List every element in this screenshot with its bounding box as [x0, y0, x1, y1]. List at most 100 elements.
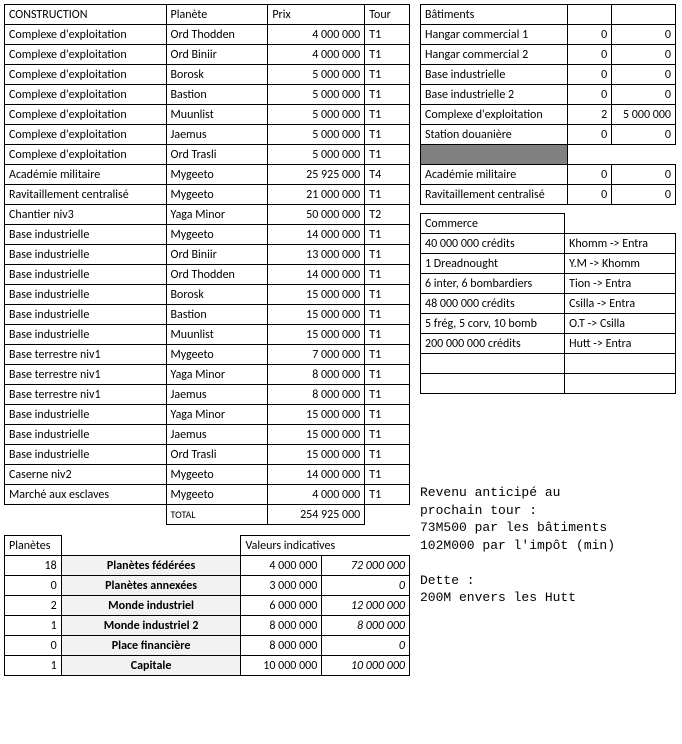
planet-count: 1: [5, 616, 62, 636]
building-v1: 0: [568, 85, 612, 105]
construction-turn: T1: [365, 185, 410, 205]
building-v2: 5 000 000: [612, 105, 676, 125]
commerce-desc: 48 000 000 crédits: [421, 294, 565, 314]
notes-block: Revenu anticipé au prochain tour : 73M50…: [420, 484, 676, 607]
commerce-header-row: Commerce: [421, 214, 676, 234]
construction-name: Académie militaire: [5, 165, 167, 185]
building-row: Hangar commercial 200: [421, 45, 676, 65]
construction-name: Base industrielle: [5, 265, 167, 285]
construction-planet: Yaga Minor: [166, 205, 268, 225]
construction-row: Chantier niv3Yaga Minor50 000 000T2: [5, 205, 410, 225]
construction-price: 5 000 000: [268, 65, 365, 85]
construction-planet: Mygeeto: [166, 465, 268, 485]
buildings-header-row: Bâtiments: [421, 5, 676, 25]
building-v1: 2: [568, 105, 612, 125]
construction-name: Base industrielle: [5, 225, 167, 245]
construction-turn: T1: [365, 245, 410, 265]
construction-name: Base industrielle: [5, 305, 167, 325]
construction-price: 21 000 000: [268, 185, 365, 205]
construction-turn: T1: [365, 45, 410, 65]
construction-row: Complexe d'exploitationJaemus5 000 000T1: [5, 125, 410, 145]
commerce-desc: 40 000 000 crédits: [421, 234, 565, 254]
construction-name: Base industrielle: [5, 405, 167, 425]
planet-count: 2: [5, 596, 62, 616]
building-name: Ravitaillement centralisé: [421, 185, 568, 205]
planet-row: 0Place financière8 000 0000: [5, 636, 410, 656]
construction-planet: Jaemus: [166, 425, 268, 445]
building-v2: 0: [612, 25, 676, 45]
construction-turn: T4: [365, 165, 410, 185]
construction-name: Base industrielle: [5, 245, 167, 265]
commerce-row: 40 000 000 créditsKhomm -> Entra: [421, 234, 676, 254]
commerce-row: 48 000 000 créditsCsilla -> Entra: [421, 294, 676, 314]
construction-planet: Ord Thodden: [166, 265, 268, 285]
construction-price: 5 000 000: [268, 85, 365, 105]
construction-name: Caserne niv2: [5, 465, 167, 485]
construction-row: Base industrielleMuunlist15 000 000T1: [5, 325, 410, 345]
construction-planet: Mygeeto: [166, 185, 268, 205]
construction-turn: T1: [365, 445, 410, 465]
construction-name: Base industrielle: [5, 445, 167, 465]
construction-turn: T1: [365, 105, 410, 125]
building-name: Complexe d'exploitation: [421, 105, 568, 125]
construction-name: Base terrestre niv1: [5, 365, 167, 385]
construction-planet: Bastion: [166, 85, 268, 105]
construction-table: CONSTRUCTION Planète Prix Tour Complexe …: [4, 4, 410, 525]
construction-turn: T1: [365, 365, 410, 385]
note-line: 200M envers les Hutt: [420, 590, 576, 605]
construction-turn: T1: [365, 465, 410, 485]
building-row: Base industrielle00: [421, 65, 676, 85]
construction-name: Marché aux esclaves: [5, 485, 167, 505]
construction-turn: T2: [365, 205, 410, 225]
header-price: Prix: [268, 5, 365, 25]
construction-turn: T1: [365, 325, 410, 345]
commerce-desc: 6 inter, 6 bombardiers: [421, 274, 565, 294]
commerce-empty-row: [421, 374, 676, 394]
planet-v1: 8 000 000: [241, 616, 322, 636]
total-label: TOTAL: [166, 505, 268, 525]
construction-row: Base industrielleOrd Biniir13 000 000T1: [5, 245, 410, 265]
construction-price: 8 000 000: [268, 385, 365, 405]
construction-price: 5 000 000: [268, 125, 365, 145]
building-row: Base industrielle 200: [421, 85, 676, 105]
construction-row: Complexe d'exploitationMuunlist5 000 000…: [5, 105, 410, 125]
construction-turn: T1: [365, 285, 410, 305]
planet-v2: 8 000 000: [322, 616, 410, 636]
construction-planet: Bastion: [166, 305, 268, 325]
construction-price: 4 000 000: [268, 485, 365, 505]
note-line: prochain tour :: [420, 503, 537, 518]
planet-count: 1: [5, 656, 62, 676]
construction-name: Base terrestre niv1: [5, 345, 167, 365]
building-name: Station douanière: [421, 125, 568, 145]
construction-price: 15 000 000: [268, 305, 365, 325]
building-v2: 0: [612, 65, 676, 85]
construction-planet: Mygeeto: [166, 345, 268, 365]
buildings-header: Bâtiments: [421, 5, 568, 25]
building-row: Station douanière00: [421, 125, 676, 145]
planet-label: Monde industriel: [61, 596, 241, 616]
building-row: Ravitaillement centralisé00: [421, 185, 676, 205]
construction-row: Base industrielleBorosk15 000 000T1: [5, 285, 410, 305]
commerce-route: Y.M -> Khomm: [565, 254, 676, 274]
commerce-route: Hutt -> Entra: [565, 334, 676, 354]
construction-planet: Yaga Minor: [166, 405, 268, 425]
construction-planet: Muunlist: [166, 325, 268, 345]
building-row: Complexe d'exploitation25 000 000: [421, 105, 676, 125]
building-v2: 0: [612, 185, 676, 205]
building-v2: 0: [612, 45, 676, 65]
construction-name: Ravitaillement centralisé: [5, 185, 167, 205]
building-name: Base industrielle 2: [421, 85, 568, 105]
buildings-spacer-row: [421, 145, 676, 165]
construction-price: 15 000 000: [268, 405, 365, 425]
planet-row: 0Planètes annexées3 000 0000: [5, 576, 410, 596]
construction-name: Chantier niv3: [5, 205, 167, 225]
construction-turn: T1: [365, 305, 410, 325]
construction-row: Académie militaireMygeeto25 925 000T4: [5, 165, 410, 185]
planet-v2: 0: [322, 576, 410, 596]
building-name: Base industrielle: [421, 65, 568, 85]
construction-price: 5 000 000: [268, 105, 365, 125]
construction-name: Complexe d'exploitation: [5, 145, 167, 165]
construction-planet: Yaga Minor: [166, 365, 268, 385]
planet-row: 1Monde industriel 28 000 0008 000 000: [5, 616, 410, 636]
construction-name: Complexe d'exploitation: [5, 45, 167, 65]
